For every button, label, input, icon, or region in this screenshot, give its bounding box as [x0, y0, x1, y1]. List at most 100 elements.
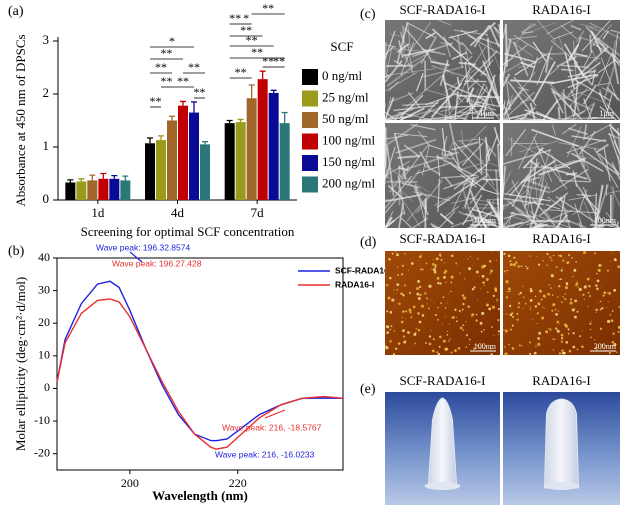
- speckle: [504, 352, 508, 356]
- speckle: [385, 345, 387, 347]
- fiber: [592, 24, 613, 47]
- speckle: [483, 328, 485, 331]
- error-bar: [202, 141, 208, 145]
- speckle: [426, 303, 428, 305]
- fiber: [398, 143, 430, 184]
- speckle: [505, 280, 509, 284]
- fiber: [426, 51, 432, 62]
- fiber: [402, 174, 430, 193]
- fiber: [384, 30, 396, 60]
- speckle: [497, 318, 500, 322]
- legend-title: SCF: [330, 39, 353, 54]
- speckle: [471, 265, 473, 266]
- error-bar: [67, 179, 74, 183]
- fiber: [523, 160, 533, 209]
- fiber: [458, 68, 471, 86]
- fiber: [384, 136, 388, 170]
- fiber: [386, 168, 391, 179]
- speckle: [420, 268, 423, 271]
- speckle: [425, 342, 427, 344]
- speckle: [417, 328, 421, 332]
- speckle: [588, 294, 592, 298]
- fiber: [398, 166, 409, 172]
- speckle: [473, 347, 476, 350]
- speckle: [558, 255, 560, 257]
- speckle: [462, 329, 465, 331]
- speckle: [534, 295, 537, 297]
- speckle: [439, 335, 442, 339]
- fiber: [588, 26, 601, 32]
- column-title: RADA16-I: [532, 231, 591, 246]
- fiber: [437, 178, 441, 212]
- fiber: [389, 33, 404, 38]
- speckle: [480, 288, 482, 290]
- speckle: [574, 299, 578, 303]
- annotation-leader: [129, 251, 143, 263]
- speckle: [436, 351, 439, 353]
- bar: [246, 98, 257, 200]
- fiber: [554, 160, 575, 167]
- bar: [156, 140, 166, 200]
- fiber: [384, 211, 394, 229]
- speckle: [558, 323, 560, 325]
- speckle: [461, 308, 464, 311]
- speckle: [550, 259, 553, 262]
- speckle: [450, 254, 454, 258]
- fiber: [572, 145, 592, 182]
- speckle: [564, 286, 568, 290]
- speckle: [413, 333, 417, 336]
- fiber: [610, 186, 621, 207]
- fiber: [538, 148, 571, 169]
- speckle: [551, 309, 554, 312]
- bar: [257, 79, 268, 200]
- fiber: [551, 90, 593, 111]
- fiber: [570, 24, 582, 31]
- fiber: [384, 146, 396, 180]
- fiber: [485, 31, 501, 71]
- speckle: [385, 346, 389, 350]
- fiber: [410, 124, 436, 131]
- fiber: [453, 163, 488, 190]
- speckle: [393, 289, 395, 291]
- speckle: [587, 291, 590, 294]
- speckle: [582, 251, 587, 255]
- speckle: [397, 274, 400, 276]
- fiber: [502, 73, 511, 87]
- speckle: [439, 282, 442, 285]
- speckle: [550, 287, 552, 289]
- fiber: [608, 225, 621, 229]
- fiber: [583, 84, 597, 105]
- fiber: [476, 203, 492, 206]
- speckle: [389, 311, 393, 314]
- fiber: [605, 211, 620, 229]
- speckle: [405, 340, 407, 342]
- fiber: [579, 189, 588, 210]
- fiber: [526, 219, 545, 226]
- fiber: [443, 94, 468, 121]
- fiber: [465, 197, 501, 205]
- speckle: [393, 330, 396, 332]
- fiber: [458, 158, 469, 165]
- speckle: [386, 310, 389, 313]
- fiber: [558, 142, 603, 151]
- fiber: [443, 100, 480, 121]
- speckle: [434, 302, 436, 304]
- speckle: [430, 329, 432, 331]
- fiber: [578, 146, 620, 176]
- fiber: [544, 178, 552, 193]
- speckle: [446, 334, 449, 336]
- fiber: [517, 132, 538, 170]
- fiber: [451, 51, 468, 60]
- speckle: [417, 296, 421, 300]
- fiber: [589, 34, 593, 52]
- speckle: [576, 280, 578, 282]
- fiber: [459, 140, 488, 168]
- fiber: [595, 143, 609, 154]
- speckle: [542, 294, 546, 298]
- speckle: [462, 324, 465, 326]
- annotation-leader: [264, 409, 286, 419]
- fiber: [535, 110, 554, 121]
- speckle: [479, 321, 483, 325]
- error-bar: [259, 70, 266, 80]
- speckle: [471, 315, 473, 318]
